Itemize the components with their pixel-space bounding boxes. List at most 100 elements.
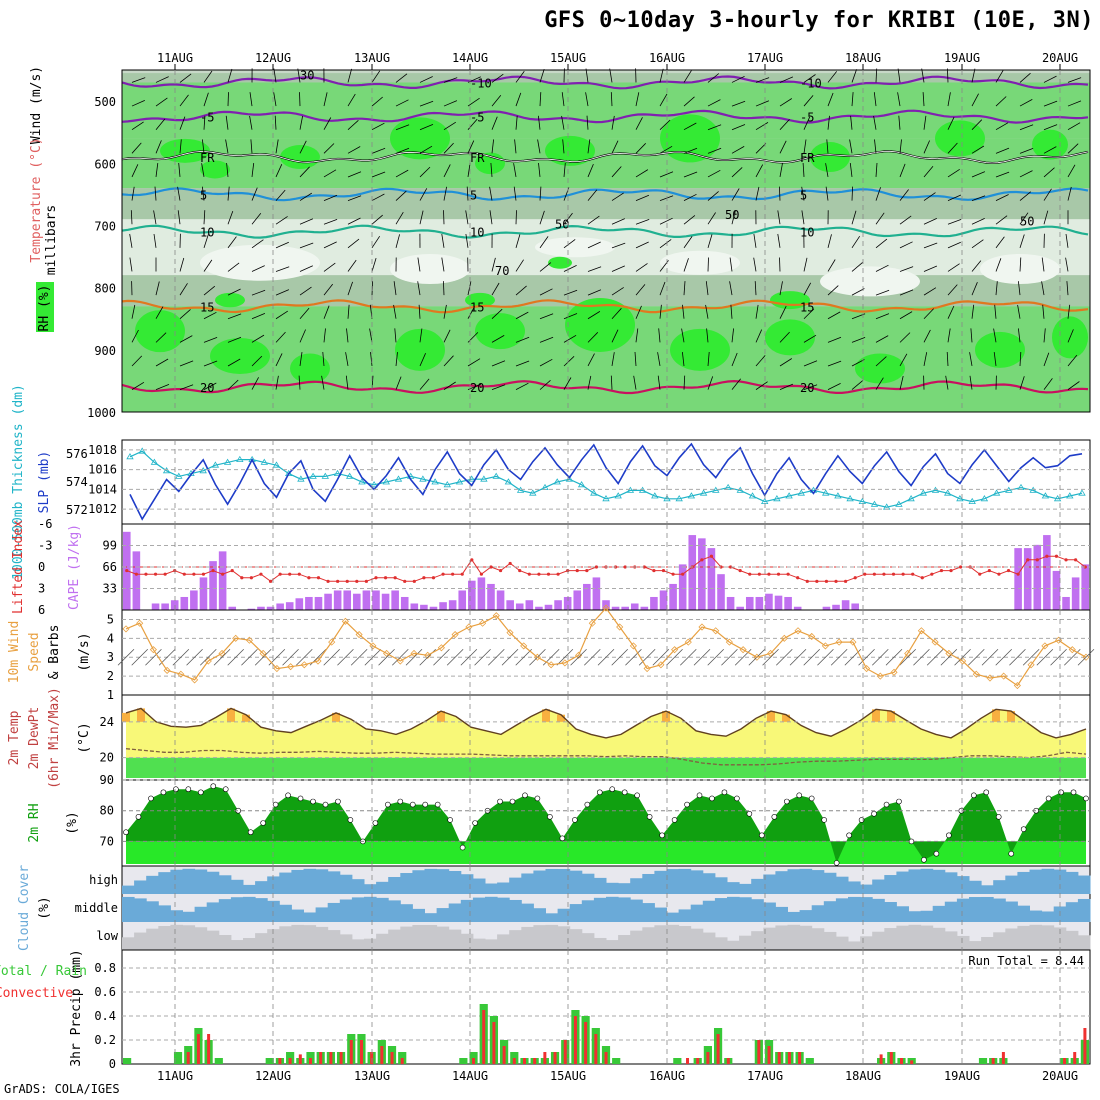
wind-barb xyxy=(611,329,619,343)
cloud-bar xyxy=(388,900,401,922)
cloud-bar xyxy=(315,907,329,922)
wind-barb xyxy=(1043,378,1053,390)
wind-barb xyxy=(803,308,815,320)
surface-wind-barb xyxy=(776,648,793,666)
precip-total-bar xyxy=(214,1058,223,1064)
wind-barb xyxy=(443,121,457,131)
cape-bar xyxy=(621,606,629,610)
wind-barb xyxy=(203,382,217,390)
temperature-contour xyxy=(121,299,1089,314)
wind-barb xyxy=(803,384,818,390)
wind-barb xyxy=(275,189,286,201)
cloud-bar xyxy=(884,875,897,894)
cloud-bar xyxy=(993,880,1006,894)
wind-barb xyxy=(539,262,552,272)
surface-wind-barb xyxy=(721,648,738,666)
cloud-bar xyxy=(218,935,232,950)
cloud-bar xyxy=(158,905,171,922)
wind-barb xyxy=(275,289,290,296)
cape-bar xyxy=(774,595,783,610)
wind-barb xyxy=(539,288,553,296)
wind-barb xyxy=(275,310,289,320)
cloud-bar xyxy=(206,902,220,922)
wind-barb xyxy=(707,191,719,201)
wind-barb xyxy=(203,285,216,296)
wind-barb xyxy=(323,328,326,343)
dewpoint-line xyxy=(125,748,1087,766)
temperature-peak xyxy=(767,711,775,722)
wind-barb xyxy=(515,234,521,248)
wind-barb xyxy=(347,238,360,249)
cloud-bar xyxy=(267,929,280,950)
wind-barb xyxy=(611,265,625,272)
wind-barb xyxy=(682,304,685,319)
wind-barb xyxy=(827,259,836,272)
wind-barb xyxy=(1043,167,1055,178)
wind-barb xyxy=(323,143,335,154)
temp-tick: 24 xyxy=(100,715,114,729)
cloud-bar xyxy=(1005,901,1018,922)
wind-barb xyxy=(131,186,135,201)
cloud-bar xyxy=(533,870,546,894)
wind-barb xyxy=(779,140,787,154)
cape-bar xyxy=(228,606,237,610)
cape-bar xyxy=(755,596,764,610)
rh2m-marker xyxy=(621,789,628,796)
cloud-bar xyxy=(593,877,607,894)
wind-barb xyxy=(707,73,720,83)
wind-barb xyxy=(179,384,194,390)
contour-label: 10 xyxy=(470,226,484,240)
precip-convective-bar xyxy=(339,1052,343,1064)
cape-bar xyxy=(295,598,304,610)
surface-wind-barb xyxy=(200,648,217,666)
wind-barb xyxy=(1019,72,1031,83)
rh2m-marker xyxy=(921,857,927,863)
wind-barb xyxy=(513,186,517,201)
cloud-bar xyxy=(182,868,196,894)
cloud-bar xyxy=(690,870,704,894)
cloud-bar xyxy=(932,905,946,922)
wind-barb xyxy=(1019,99,1033,107)
wind-barb xyxy=(275,353,283,367)
wind-barb xyxy=(707,351,710,367)
wind-barb xyxy=(970,328,973,343)
surface-wind-barb xyxy=(542,648,560,666)
cloud-bar xyxy=(339,874,353,894)
precip-convective-bar xyxy=(472,1058,476,1064)
cloud-bar xyxy=(944,901,958,922)
cape-bar xyxy=(1014,548,1022,610)
wind-barb xyxy=(875,187,881,201)
wind-barb xyxy=(395,211,404,225)
surface-wind-barb xyxy=(392,648,409,666)
cloud-bar xyxy=(339,899,353,922)
rh2m-marker xyxy=(821,817,827,823)
pressure-tick: 500 xyxy=(94,95,116,109)
cloud-bar xyxy=(835,876,849,894)
precip-convective-bar xyxy=(309,1058,313,1064)
wind-barb xyxy=(586,115,589,130)
wind-barb xyxy=(491,73,504,83)
wind-barb xyxy=(609,68,613,83)
wind-barb xyxy=(683,70,692,83)
wind-axis-label-2: Speed xyxy=(27,632,42,671)
wind-barb xyxy=(1043,188,1052,201)
cloud-bar xyxy=(291,869,304,894)
wind-barb xyxy=(803,360,818,367)
cape-bar xyxy=(544,604,553,610)
wind-barb xyxy=(659,195,674,201)
wind-barb xyxy=(803,95,814,107)
temperature-peak xyxy=(872,709,880,722)
cape-bar xyxy=(353,593,361,610)
wind-barb xyxy=(179,73,192,83)
rh2m-marker xyxy=(946,832,952,839)
wind-barb xyxy=(827,285,839,296)
wind-barb xyxy=(514,139,517,154)
precip-total-bar xyxy=(805,1058,814,1064)
surface-wind-barb xyxy=(337,648,354,666)
wind-barb xyxy=(897,68,901,83)
wind-barb xyxy=(587,241,601,249)
cloud-bar xyxy=(291,909,304,922)
surface-wind-barb xyxy=(433,648,450,666)
wind-barb xyxy=(923,140,930,154)
wind-barb xyxy=(1041,281,1045,296)
